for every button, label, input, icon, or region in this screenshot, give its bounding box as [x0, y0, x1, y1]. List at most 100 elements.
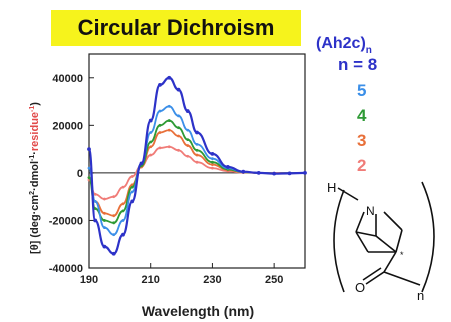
structure-n-label: N: [366, 204, 375, 218]
structure-bond-d: [395, 229, 403, 253]
series-point-3: [103, 211, 106, 215]
series-point-0: [272, 171, 277, 176]
series-point-3: [130, 183, 134, 187]
legend-entry-n3: 3: [357, 131, 366, 150]
series-point-3: [167, 128, 171, 132]
y-axis-label: [θ] (deg·cm2·dmol-1·residue-1): [29, 102, 41, 254]
series-point-4: [103, 197, 106, 201]
series-point-4: [167, 145, 171, 149]
series-point-3: [158, 131, 162, 134]
series-point-3: [186, 144, 190, 147]
y-tick-label: -40000: [49, 263, 83, 275]
series-point-1: [158, 109, 162, 113]
legend-entry-n5: 5: [357, 81, 366, 100]
series-point-1: [177, 114, 180, 118]
series-0: [87, 75, 307, 256]
plot-frame: [88, 53, 306, 269]
series-point-1: [211, 157, 214, 161]
y-axis-label-mid: ·dmol: [29, 161, 41, 191]
series-point-2: [211, 160, 214, 164]
y-axis-label-close: ): [29, 102, 41, 106]
structure-bridge-c: [355, 231, 377, 237]
series-point-0: [225, 165, 230, 169]
series-point-2: [103, 219, 106, 222]
series-point-0: [210, 151, 215, 156]
series-point-2: [167, 119, 171, 122]
series-point-2: [186, 138, 190, 142]
series-point-2: [112, 221, 116, 225]
series-point-1: [93, 200, 97, 203]
series-point-4: [112, 195, 116, 199]
y-tick-label: 20000: [52, 120, 83, 132]
series-point-4: [149, 153, 153, 157]
series-point-4: [93, 192, 97, 196]
structure-right-bracket: [421, 181, 435, 293]
structure-bond-b: [355, 231, 369, 253]
structure-co-a: [365, 271, 385, 285]
series-point-0: [139, 161, 144, 166]
series-point-1: [195, 142, 199, 146]
series-point-4: [130, 175, 134, 178]
x-tick-label: 190: [80, 274, 98, 286]
series-point-1: [167, 104, 171, 108]
structure-labels: H N O * n: [327, 180, 424, 303]
series-point-0: [93, 218, 98, 223]
x-tick-label: 250: [265, 274, 283, 286]
legend-title-text: (Ah2c): [316, 35, 366, 52]
series-line-2: [88, 119, 306, 224]
series-point-0: [111, 251, 116, 256]
legend: (Ah2c)n n = 8 5 4 3 2: [316, 35, 377, 175]
series-point-2: [87, 176, 91, 180]
structure-bond-g: [383, 271, 421, 286]
structure-h-label: H: [327, 180, 336, 195]
series-point-3: [121, 202, 125, 206]
series-point-1: [103, 226, 106, 229]
structure-bridge-b: [375, 235, 397, 253]
series-point-0: [87, 147, 91, 152]
series-point-2: [195, 148, 199, 152]
y-axis-label-left: [θ] (deg·cm: [29, 195, 41, 254]
legend-entry-n8: n = 8: [338, 55, 377, 74]
chart-title: Circular Dichroism: [77, 15, 275, 40]
structure-h-bond: [337, 187, 359, 201]
series-point-0: [167, 75, 172, 80]
series-point-0: [148, 118, 153, 123]
legend-entry-n4: 4: [357, 106, 367, 125]
series-point-2: [158, 123, 162, 127]
series-point-4: [186, 154, 190, 158]
series-point-3: [195, 153, 199, 157]
series-line-0: [87, 76, 306, 255]
series-2: [87, 119, 307, 225]
series-point-0: [130, 199, 135, 204]
series-point-2: [130, 185, 134, 189]
series-point-3: [149, 145, 153, 149]
legend-title: (Ah2c)n: [316, 35, 372, 56]
legend-title-sub: n: [366, 45, 372, 56]
structure-bond-a: [355, 211, 365, 233]
series-point-0: [287, 171, 292, 176]
x-axis-label: Wavelength (nm): [142, 303, 254, 319]
structure-bond-e: [383, 211, 403, 231]
structure-o-label: O: [355, 280, 365, 295]
x-tick-label: 210: [142, 274, 160, 286]
series-point-0: [195, 130, 199, 135]
series-point-0: [185, 109, 190, 113]
legend-entry-n2: 2: [357, 156, 366, 175]
series-point-2: [177, 126, 180, 130]
y-axis-label-residue: residue: [29, 112, 41, 151]
chart-title-box: Circular Dichroism: [51, 10, 301, 46]
y-tick-label: 40000: [52, 73, 83, 85]
series-point-2: [149, 140, 153, 144]
series-point-0: [176, 87, 181, 92]
y-axis-label-sup3: -1: [29, 106, 36, 112]
series-point-3: [112, 214, 116, 218]
series-point-1: [112, 233, 116, 237]
y-axis-label-dot: ·: [29, 151, 41, 155]
y-tick-label: -20000: [49, 215, 83, 227]
series-layer: [87, 75, 307, 256]
structure-bond-f: [383, 251, 397, 273]
structure-star-label: *: [400, 250, 404, 260]
structure-n-subscript: n: [417, 288, 424, 303]
series-point-4: [195, 160, 199, 164]
